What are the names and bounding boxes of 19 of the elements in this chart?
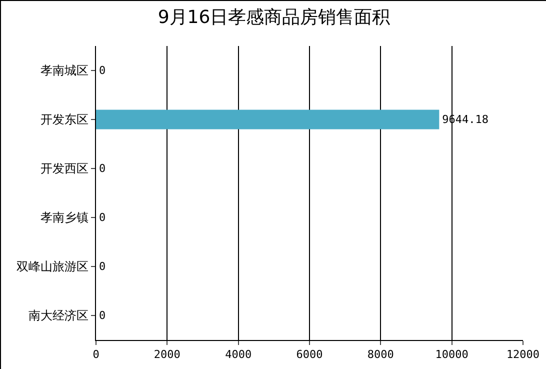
data-label: 0 bbox=[99, 64, 106, 77]
y-tick-label: 南大经济区 bbox=[28, 308, 89, 323]
data-label: 0 bbox=[99, 162, 106, 175]
x-tick-label: 4000 bbox=[225, 348, 252, 362]
y-tick-label: 双峰山旅游区 bbox=[16, 260, 89, 274]
x-tick-label: 10000 bbox=[435, 348, 468, 362]
x-tick-label: 6000 bbox=[296, 348, 323, 362]
data-label: 0 bbox=[99, 260, 106, 273]
x-tick-label: 8000 bbox=[367, 348, 394, 362]
data-label: 0 bbox=[99, 309, 106, 322]
x-tick-label: 12000 bbox=[506, 348, 540, 362]
y-tick-label: 孝南乡镇 bbox=[40, 210, 89, 225]
y-tick-label: 孝南城区 bbox=[40, 64, 89, 78]
data-label: 0 bbox=[99, 211, 106, 224]
y-tick-label: 开发西区 bbox=[40, 162, 89, 176]
chart-title: 9月16日孝感商品房销售面积 bbox=[158, 6, 390, 28]
x-tick-label: 0 bbox=[92, 348, 100, 362]
x-tick-label: 2000 bbox=[154, 348, 180, 362]
y-tick-label: 开发东区 bbox=[40, 112, 89, 127]
